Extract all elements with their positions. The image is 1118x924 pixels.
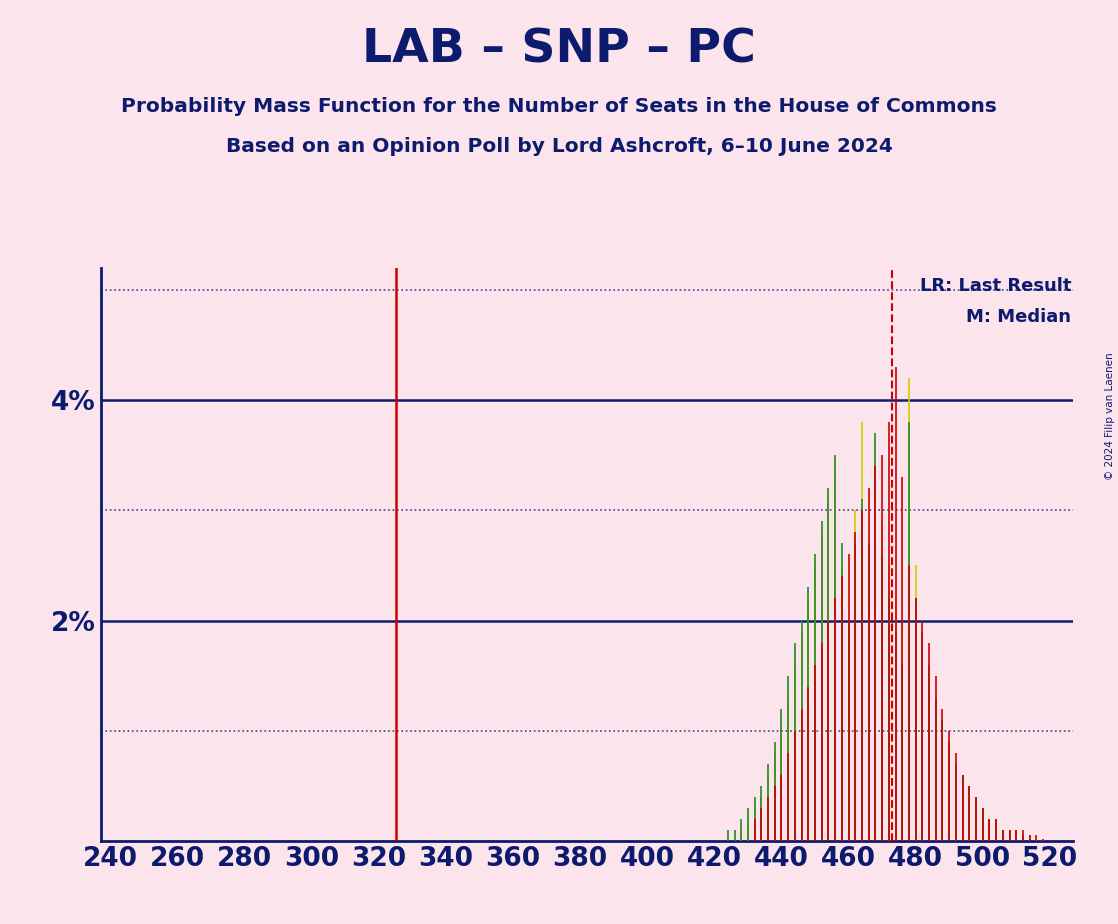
Text: LAB – SNP – PC: LAB – SNP – PC <box>362 28 756 73</box>
Text: LR: Last Result: LR: Last Result <box>920 276 1071 295</box>
Text: Based on an Opinion Poll by Lord Ashcroft, 6–10 June 2024: Based on an Opinion Poll by Lord Ashcrof… <box>226 137 892 156</box>
Text: © 2024 Filip van Laenen: © 2024 Filip van Laenen <box>1105 352 1115 480</box>
Text: Probability Mass Function for the Number of Seats in the House of Commons: Probability Mass Function for the Number… <box>121 97 997 116</box>
Text: M: Median: M: Median <box>966 308 1071 326</box>
